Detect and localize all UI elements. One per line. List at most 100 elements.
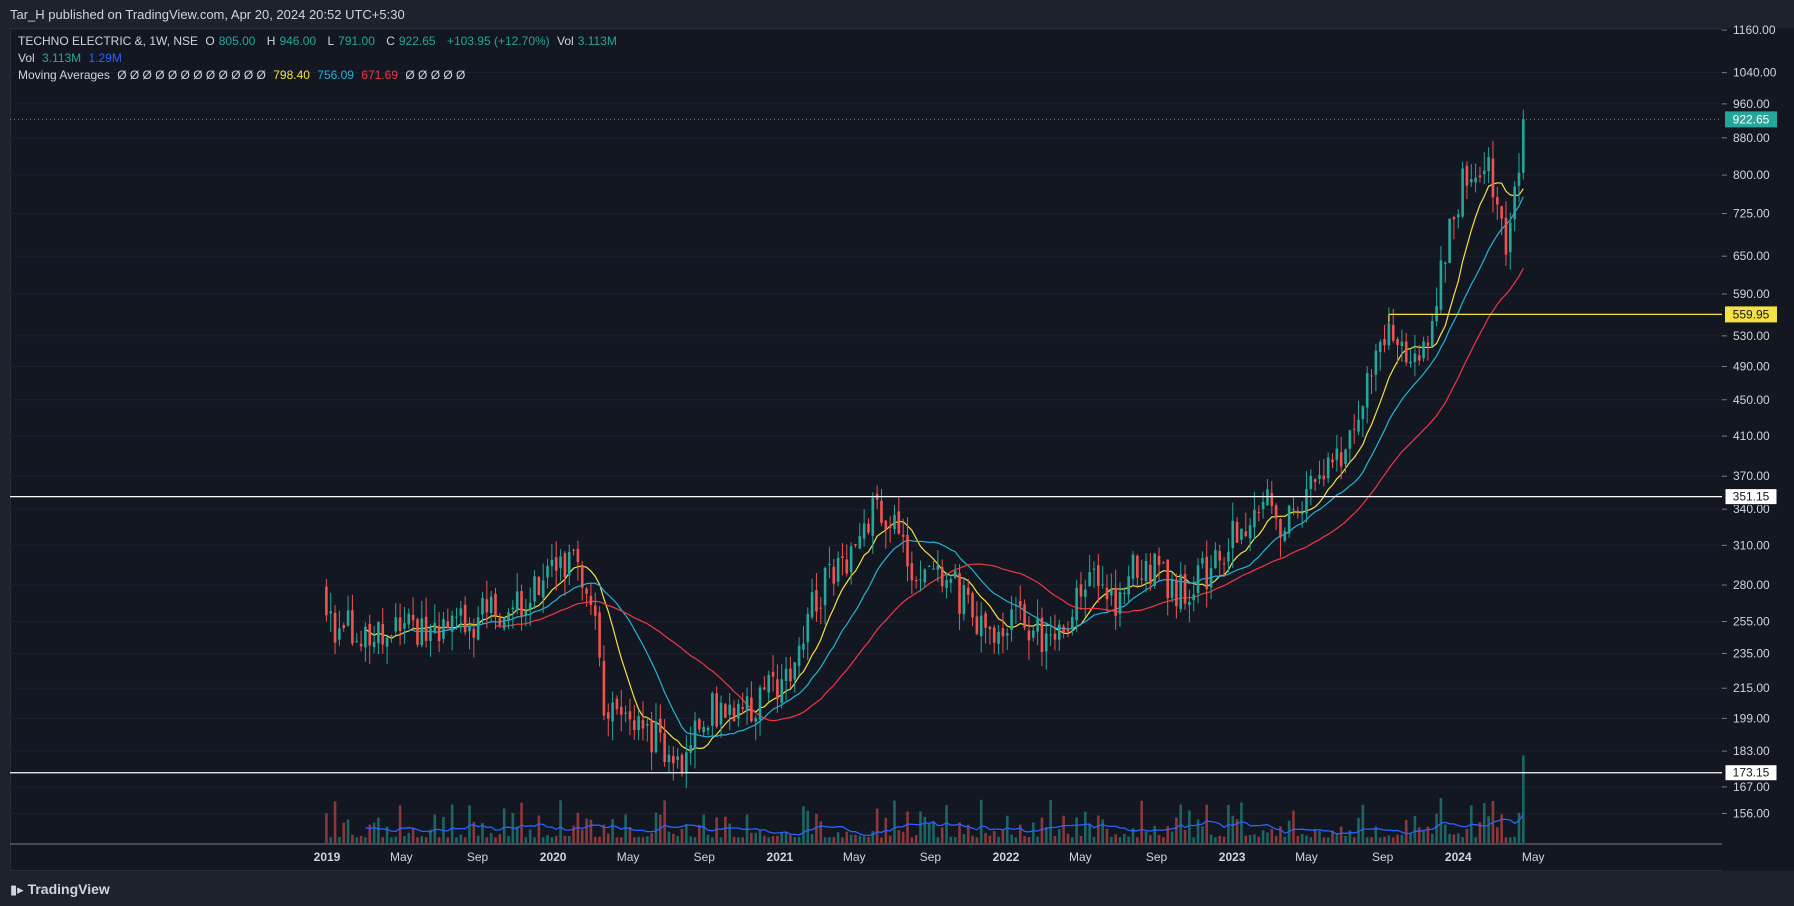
candle-body — [1127, 576, 1130, 595]
volume-bar — [836, 832, 840, 843]
volume-bar — [1118, 837, 1122, 843]
volume-bar — [1391, 837, 1395, 843]
candle — [329, 592, 333, 632]
volume-bar — [1426, 826, 1430, 843]
candle-body — [992, 627, 996, 643]
volume-bar — [459, 834, 463, 843]
candle — [1487, 147, 1490, 184]
candle-body — [1300, 512, 1304, 515]
candle — [867, 518, 870, 535]
candle — [910, 551, 914, 595]
price-tick-label: 960.00 — [1733, 97, 1770, 111]
volume-bar — [641, 837, 645, 843]
volume-bar — [385, 826, 389, 843]
candle — [719, 695, 723, 738]
candle-body — [1478, 175, 1482, 178]
ma-mid-value: 756.09 — [317, 68, 354, 82]
candle-body — [1209, 568, 1213, 588]
candle — [390, 634, 393, 643]
candle-body — [1123, 592, 1126, 594]
candle — [624, 705, 627, 723]
volume-bar — [936, 837, 940, 843]
candle-body — [676, 756, 679, 760]
candle-body — [1283, 531, 1287, 541]
volume-bar — [776, 835, 779, 843]
volume-bar — [1214, 837, 1217, 843]
volume-bar — [390, 837, 393, 843]
volume-bar — [940, 827, 944, 843]
chart-area[interactable] — [10, 28, 1723, 871]
candle — [693, 711, 697, 769]
candle — [1439, 246, 1443, 315]
candle — [1196, 558, 1200, 604]
candle-body — [845, 559, 849, 574]
volume-bar — [1522, 755, 1525, 843]
volume-bar — [1062, 815, 1065, 843]
candle — [1240, 528, 1243, 545]
candle — [1374, 343, 1378, 392]
volume-bar — [1088, 824, 1091, 843]
price-tick-label: 650.00 — [1733, 249, 1770, 263]
volume-bar — [1222, 836, 1226, 843]
time-tick-label: May — [617, 850, 640, 864]
volume-bar — [632, 837, 636, 843]
volume-bar — [780, 832, 784, 843]
candle-body — [342, 625, 346, 629]
volume-bar — [1300, 833, 1304, 843]
candle — [520, 584, 523, 631]
candle — [940, 559, 944, 593]
candle-body — [424, 616, 428, 641]
volume-bar — [1105, 828, 1109, 843]
volume-bar — [901, 831, 905, 843]
candle — [1031, 626, 1035, 642]
candle — [1495, 186, 1499, 220]
candle-body — [502, 617, 506, 629]
candle-body — [771, 672, 775, 677]
candle — [468, 617, 471, 650]
volume-bar — [1097, 815, 1100, 843]
candle-body — [776, 679, 779, 700]
candle — [780, 663, 784, 709]
candle-body — [763, 687, 766, 690]
candle-body — [901, 534, 905, 537]
last-price-label: 922.65 — [1733, 112, 1770, 126]
candle — [763, 676, 766, 691]
candle-body — [476, 617, 480, 640]
candle — [659, 704, 662, 743]
volume-bar — [897, 830, 901, 843]
candle — [823, 566, 827, 625]
candle-body — [1179, 574, 1183, 609]
candle-body — [329, 611, 333, 614]
ma-fast-value: 798.40 — [273, 68, 310, 82]
candle — [1192, 576, 1196, 612]
volume-bar — [1149, 835, 1152, 843]
price-tick-label: 800.00 — [1733, 168, 1770, 182]
candle-body — [750, 697, 753, 722]
volume-bar — [667, 831, 671, 843]
volume-bar — [1209, 834, 1213, 843]
time-tick-label: May — [843, 850, 866, 864]
candle — [685, 735, 688, 789]
candle-body — [906, 534, 909, 567]
candle — [706, 725, 710, 736]
vol-value: 3.113M — [577, 34, 617, 48]
level-tag-351.15 — [1724, 488, 1778, 506]
candle-body — [858, 536, 862, 549]
candle-body — [381, 624, 385, 645]
candle — [398, 603, 402, 646]
time-tick-label: 2021 — [767, 850, 794, 864]
volume-bar — [732, 836, 736, 843]
candle-body — [576, 548, 580, 563]
candle-body — [737, 703, 740, 719]
candle — [854, 544, 857, 548]
ma-placeholders: Ø Ø Ø Ø Ø Ø Ø Ø Ø Ø Ø Ø — [117, 68, 266, 82]
candle — [1443, 261, 1447, 283]
volume-bar — [333, 801, 337, 843]
candle-body — [1253, 509, 1256, 528]
volume-bar — [1452, 834, 1456, 843]
candle-body — [1357, 419, 1360, 432]
volume-bar — [672, 833, 675, 843]
volume-bar — [849, 834, 853, 843]
volume-bar — [893, 800, 896, 843]
